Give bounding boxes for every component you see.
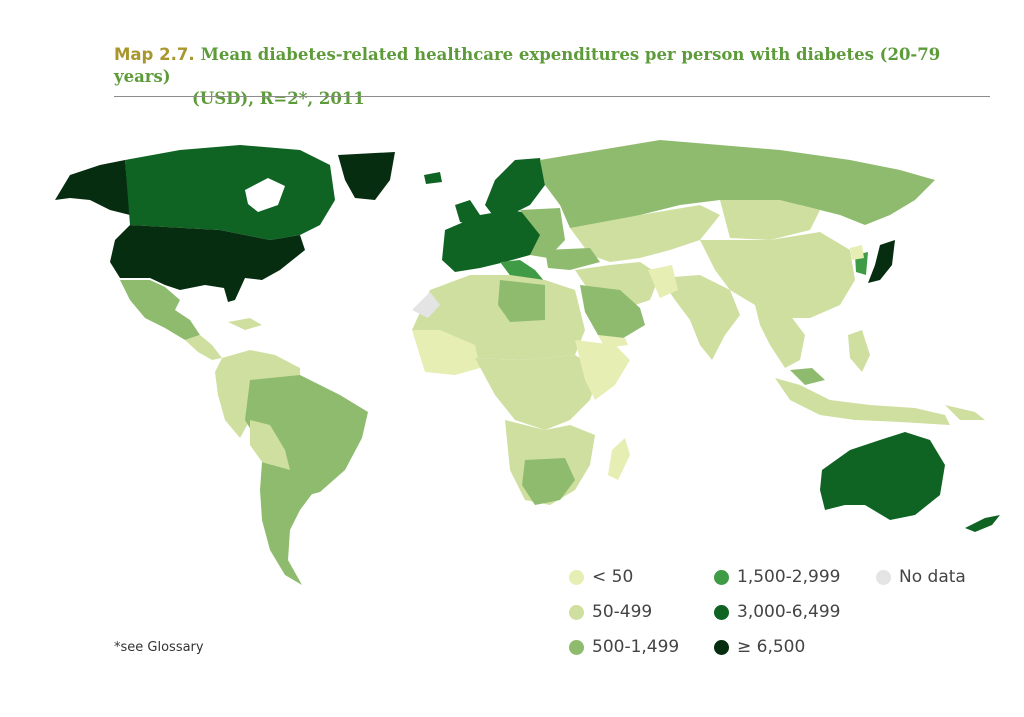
legend-entry-1500-2999: 1,500-2,999 (714, 567, 840, 587)
turkey-region (545, 248, 600, 270)
south-america-south-region (260, 462, 315, 585)
legend-label: 1,500-2,999 (737, 567, 841, 587)
legend-swatch (569, 639, 584, 655)
greenland-region (338, 152, 395, 200)
southeast-asia-region (755, 305, 805, 368)
japan-region (868, 240, 895, 283)
bolivia-paraguay-region (250, 420, 290, 470)
footnote: *see Glossary (114, 640, 204, 655)
papua-region (945, 405, 985, 420)
iceland-region (424, 172, 442, 184)
libya-region (498, 280, 545, 322)
legend-entry-3000-6499: 3,000-6,499 (714, 602, 840, 622)
alaska-region (55, 160, 130, 215)
map-title: Map 2.7. Mean diabetes-related healthcare… (114, 44, 994, 110)
new-zealand-region (965, 515, 1000, 532)
legend-label: 50-499 (592, 602, 653, 622)
eastern-europe-region (520, 208, 565, 258)
legend-swatch (714, 604, 729, 620)
west-africa-region (412, 330, 480, 375)
map-number: Map 2.7. (114, 45, 195, 64)
south-africa-region (522, 458, 575, 505)
western-europe-region (442, 210, 545, 272)
north-korea-region (850, 245, 864, 260)
east-africa-region (575, 340, 630, 400)
mexico-region (120, 280, 200, 340)
legend-swatch (714, 639, 729, 655)
legend-swatch (714, 569, 729, 585)
legend-entry-no-data: No data (876, 567, 966, 587)
legend-entry-50-499: 50-499 (569, 602, 652, 622)
legend-entry-lt-50: < 50 (569, 567, 633, 587)
central-america-region (185, 335, 222, 360)
legend-swatch (876, 569, 891, 585)
legend-label: < 50 (592, 567, 634, 587)
legend-swatch (569, 569, 584, 585)
india-region (660, 275, 740, 360)
central-africa-region (475, 355, 600, 430)
china-region (700, 232, 855, 318)
australia-region (820, 432, 945, 520)
western-sahara-region (412, 292, 440, 318)
legend-entry-500-1499: 500-1,499 (569, 637, 679, 657)
russia-region (540, 140, 935, 228)
legend-label: 3,000-6,499 (737, 602, 841, 622)
legend-label: 500-1,499 (592, 637, 680, 657)
indonesia-region (775, 378, 950, 425)
title-divider (114, 96, 990, 97)
usa-region (110, 225, 305, 302)
pakistan-region (648, 265, 678, 298)
scandinavia-region (485, 158, 545, 218)
central-asia-region (570, 205, 720, 262)
legend-label: No data (899, 567, 966, 587)
legend-entry-gte-6500: ≥ 6,500 (714, 637, 805, 657)
map-title-line-2: (USD), R=2*, 2011 (192, 89, 365, 108)
legend-label: ≥ 6,500 (737, 637, 806, 657)
legend-swatch (569, 604, 584, 620)
canada-region (125, 145, 335, 240)
map-title-line-1: Mean diabetes-related healthcare expendi… (114, 45, 941, 86)
caribbean-region (228, 318, 262, 330)
mongolia-region (720, 200, 820, 240)
philippines-region (848, 330, 870, 372)
madagascar-region (608, 438, 630, 480)
hudson-bay-gap (245, 178, 285, 212)
malaysia-region (790, 368, 825, 385)
saudi-arabia-region (580, 285, 645, 340)
